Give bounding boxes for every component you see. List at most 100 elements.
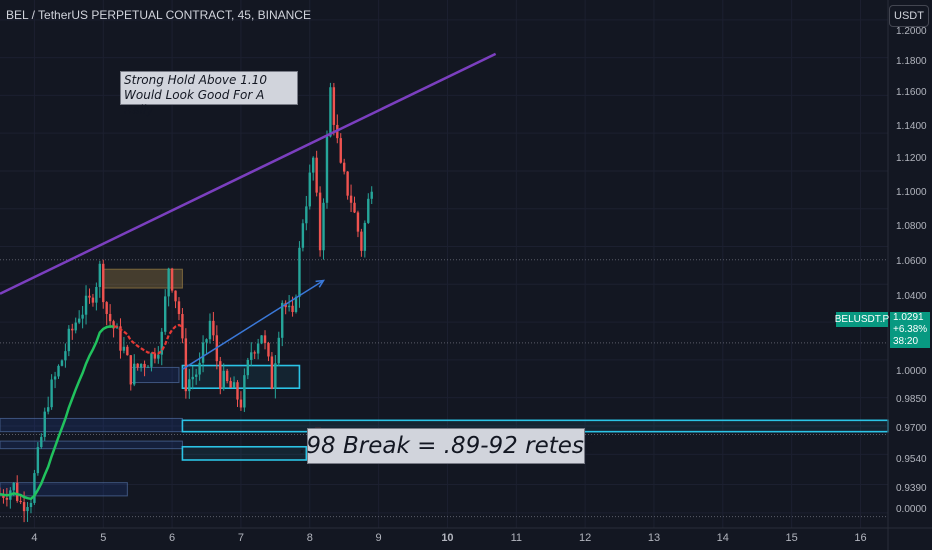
candle-body-93	[318, 192, 322, 251]
y-tick-label-13: 0.9540	[896, 454, 927, 465]
candle-body-39	[133, 363, 136, 385]
candle-body-22	[74, 322, 77, 331]
x-tick-label-10: 14	[717, 532, 729, 544]
candle-body-14	[46, 407, 50, 412]
candle-body-72	[246, 359, 250, 376]
candle-body-97	[332, 87, 336, 125]
zone-box-0	[102, 268, 183, 289]
candle-body-36	[122, 346, 126, 351]
candle-body-26	[88, 295, 91, 298]
price-tag-change: +6.38%	[893, 324, 928, 335]
candle-body-45	[153, 353, 157, 359]
candle-body-30	[102, 263, 105, 303]
candle-body-71	[243, 375, 246, 408]
candle-body-54	[184, 338, 188, 392]
candle-body-89	[305, 206, 308, 224]
x-tick-label-5: 9	[376, 532, 382, 544]
x-tick-label-3: 7	[238, 532, 244, 544]
y-tick-label-11: 0.9850	[896, 394, 927, 405]
candle-body-43	[146, 366, 150, 368]
candle-body-16	[53, 376, 57, 380]
annotation-note[interactable]: Strong Hold Above 1.10 Would Look Good F…	[120, 71, 298, 117]
y-tick-label-6: 1.0800	[896, 221, 927, 232]
candle-body-48	[164, 296, 167, 332]
candle-body-79	[270, 356, 274, 389]
candle-body-5	[16, 482, 19, 501]
candle-body-1	[2, 494, 5, 498]
candle-body-102	[349, 195, 353, 203]
symbol-title: BEL / TetherUS PERPETUAL CONTRACT, 45, B…	[6, 8, 311, 22]
candle-body-61	[208, 320, 212, 340]
candle-body-10	[33, 473, 36, 503]
candle-body-84	[287, 305, 291, 308]
candle-body-29	[98, 263, 102, 287]
candle-body-80	[274, 363, 277, 389]
candle-body-9	[29, 502, 33, 508]
candle-body-55	[188, 379, 191, 392]
y-tick-label-8: 1.0400	[896, 291, 927, 302]
x-tick-label-7: 11	[511, 532, 522, 544]
candle-body-32	[108, 313, 112, 322]
candle-body-106	[363, 222, 367, 251]
candle-body-70	[239, 399, 243, 408]
x-tick-label-4: 8	[307, 532, 313, 544]
y-tick-label-2: 1.1600	[896, 87, 927, 98]
candle-body-76	[260, 335, 263, 344]
candle-body-49	[167, 268, 170, 297]
candle-body-47	[160, 331, 163, 355]
candle-body-67	[229, 381, 232, 388]
candle-body-91	[312, 157, 315, 173]
candle-body-68	[232, 382, 236, 388]
candle-body-95	[325, 136, 329, 203]
candle-body-75	[256, 343, 260, 354]
candle-body-37	[126, 346, 129, 356]
price-tag-symbol: BELUSDT.P	[834, 312, 890, 327]
candle-body-100	[342, 162, 346, 172]
candle-body-78	[267, 343, 270, 357]
zone-box-7	[0, 482, 128, 497]
x-tick-label-2: 6	[169, 532, 175, 544]
candle-body-18	[60, 360, 64, 366]
x-tick-label-6: 10	[441, 532, 453, 544]
candle-body-19	[64, 351, 67, 361]
candle-body-8	[26, 507, 29, 512]
x-tick-label-0: 4	[31, 532, 37, 544]
y-tick-label-12: 0.9700	[896, 423, 927, 434]
candle-body-105	[360, 231, 363, 251]
annotation-callout[interactable]: .98 Break = .89-92 retest	[299, 428, 593, 464]
candle-body-23	[77, 318, 81, 323]
candle-body-41	[139, 363, 143, 368]
moving-average-green	[0, 325, 114, 501]
candle-body-4	[12, 482, 15, 491]
x-tick-label-11: 15	[786, 532, 798, 544]
currency-button[interactable]: USDT	[889, 5, 929, 27]
candle-body-44	[150, 353, 153, 367]
x-tick-label-12: 16	[854, 532, 866, 544]
candle-body-92	[315, 157, 318, 193]
candle-body-56	[191, 376, 194, 380]
candle-body-51	[174, 290, 177, 302]
y-tick-label-10: 1.0000	[896, 366, 927, 377]
candle-body-31	[105, 302, 108, 314]
candle-body-107	[367, 198, 370, 223]
y-tick-label-0: 1.2000	[896, 26, 927, 37]
candle-body-15	[50, 379, 53, 408]
annotation-note-line1: Strong Hold Above 1.10	[124, 73, 267, 87]
y-tick-label-5: 1.1000	[896, 187, 927, 198]
x-tick-label-9: 13	[648, 532, 660, 544]
y-tick-label-3: 1.1400	[896, 121, 927, 132]
candle-body-21	[71, 328, 74, 331]
price-tag-stack: 1.0291 +6.38% 38:20	[890, 312, 930, 348]
trendline	[0, 52, 497, 295]
candle-body-60	[205, 339, 208, 343]
candle-body-27	[91, 297, 95, 303]
y-tick-label-14: 0.9390	[896, 483, 927, 494]
candle-body-108	[370, 191, 373, 199]
candle-body-12	[40, 436, 43, 448]
y-tick-label-4: 1.1200	[896, 153, 927, 164]
x-tick-label-1: 5	[100, 532, 106, 544]
candle-body-103	[353, 202, 356, 213]
candle-body-64	[219, 361, 222, 389]
candle-body-87	[298, 247, 301, 297]
candle-body-52	[177, 301, 181, 315]
